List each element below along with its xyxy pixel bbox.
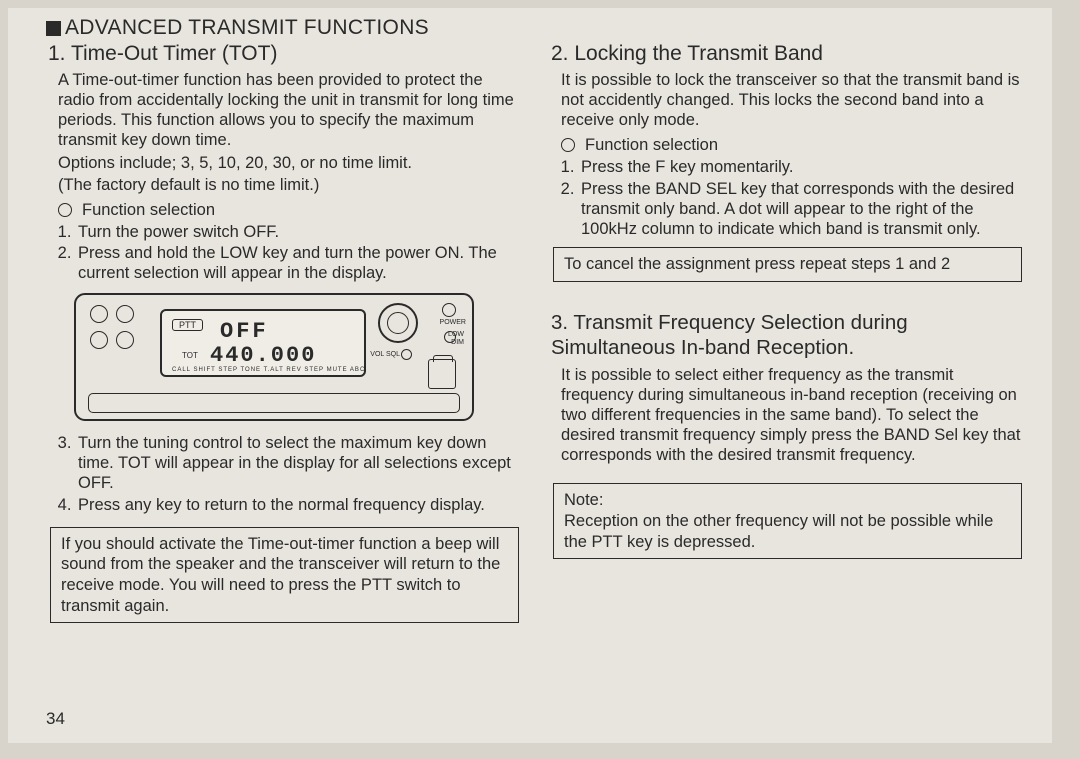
mic-jack-icon bbox=[428, 359, 456, 389]
section3-note-box: Note: Reception on the other frequency w… bbox=[553, 483, 1022, 559]
screen-line2: 440.000 bbox=[210, 343, 316, 368]
main-title-text: ADVANCED TRANSMIT FUNCTIONS bbox=[65, 16, 429, 40]
ptt-label: PTT bbox=[172, 319, 203, 331]
list-item: Press the F key momentarily. bbox=[579, 157, 1022, 177]
tuning-knob-icon bbox=[378, 303, 418, 343]
section1-para3: (The factory default is no time limit.) bbox=[58, 175, 519, 195]
radio-illustration: PTT OFF TOT 440.000 CALL SHIFT STEP TONE… bbox=[74, 293, 519, 421]
section1-steps-a: Turn the power switch OFF. Press and hol… bbox=[76, 222, 519, 283]
right-column: 2. Locking the Transmit Band It is possi… bbox=[549, 16, 1022, 623]
radio-screen: PTT OFF TOT 440.000 CALL SHIFT STEP TONE… bbox=[160, 309, 366, 377]
low-label: LOW bbox=[448, 331, 464, 338]
radio-button-icon bbox=[90, 305, 108, 323]
manual-page: ADVANCED TRANSMIT FUNCTIONS 1. Time-Out … bbox=[8, 8, 1052, 743]
circle-bullet-icon bbox=[58, 203, 72, 217]
screen-line1: OFF bbox=[220, 319, 269, 344]
section2-heading: 2. Locking the Transmit Band bbox=[551, 42, 1022, 66]
radio-button-icon bbox=[116, 331, 134, 349]
button-strip bbox=[88, 393, 460, 413]
section3-heading: 3. Transmit Frequency Selection during S… bbox=[551, 310, 1022, 361]
list-item: Turn the tuning control to select the ma… bbox=[76, 433, 519, 493]
power-button-icon bbox=[442, 303, 456, 317]
list-item: Press the BAND SEL key that corresponds … bbox=[579, 179, 1022, 239]
section1-steps-b: Turn the tuning control to select the ma… bbox=[76, 433, 519, 515]
section1-heading: 1. Time-Out Timer (TOT) bbox=[48, 42, 519, 66]
screen-tiny-labels: CALL SHIFT STEP TONE T.ALT REV STEP MUTE… bbox=[172, 367, 365, 373]
section1-func-label: Function selection bbox=[82, 201, 215, 220]
section1-para1: A Time-out-timer function has been provi… bbox=[58, 70, 519, 151]
list-item: Press and hold the LOW key and turn the … bbox=[76, 243, 519, 283]
section3-note-text: Reception on the other frequency will no… bbox=[564, 511, 1011, 552]
section1-func-row: Function selection bbox=[58, 201, 519, 220]
section2-steps: Press the F key momentarily. Press the B… bbox=[579, 157, 1022, 239]
section3-note-label: Note: bbox=[564, 490, 1011, 511]
section1-note: If you should activate the Time-out-time… bbox=[50, 527, 519, 624]
tot-label: TOT bbox=[182, 351, 198, 360]
section2-note: To cancel the assignment press repeat st… bbox=[553, 247, 1022, 282]
section3-para: It is possible to select either frequenc… bbox=[561, 365, 1022, 466]
radio-button-icon bbox=[116, 305, 134, 323]
radio-button-icon bbox=[90, 331, 108, 349]
square-bullet-icon bbox=[46, 21, 61, 36]
power-label: POWER bbox=[440, 319, 466, 326]
page-number: 34 bbox=[46, 709, 65, 729]
list-item: Turn the power switch OFF. bbox=[76, 222, 519, 242]
vol-label: VOL SQL bbox=[370, 351, 400, 358]
section2-func-row: Function selection bbox=[561, 136, 1022, 155]
left-column: ADVANCED TRANSMIT FUNCTIONS 1. Time-Out … bbox=[46, 16, 519, 623]
section1-para2: Options include; 3, 5, 10, 20, 30, or no… bbox=[58, 153, 519, 173]
section2-para: It is possible to lock the transceiver s… bbox=[561, 70, 1022, 130]
circle-bullet-icon bbox=[561, 138, 575, 152]
dim-label: DIM bbox=[451, 339, 464, 346]
main-title: ADVANCED TRANSMIT FUNCTIONS bbox=[46, 16, 519, 40]
section2-func-label: Function selection bbox=[585, 136, 718, 155]
vol-button-icon bbox=[401, 349, 412, 360]
list-item: Press any key to return to the normal fr… bbox=[76, 495, 519, 515]
